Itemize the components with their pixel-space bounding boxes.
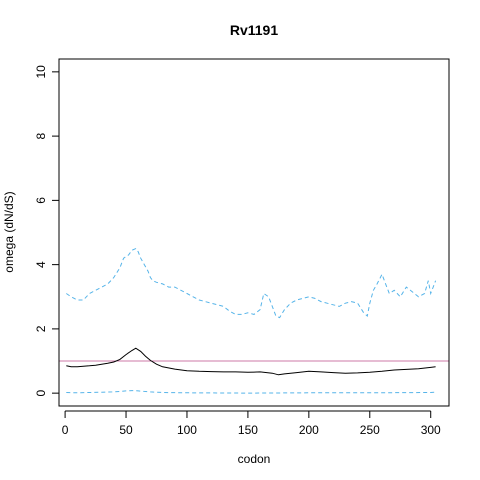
y-tick-label: 4 (34, 261, 48, 268)
x-axis: 0 50 100 150 200 250 300 (62, 410, 441, 437)
y-axis-label: omega (dN/dS) (2, 191, 16, 272)
x-tick-label: 50 (119, 423, 133, 437)
x-tick-label: 200 (299, 423, 319, 437)
y-tick-label: 2 (34, 325, 48, 332)
x-tick-label: 0 (62, 423, 69, 437)
x-tick-label: 100 (177, 423, 197, 437)
y-tick-label: 10 (34, 65, 48, 79)
x-tick-label: 250 (360, 423, 380, 437)
y-axis: 0 2 4 6 8 10 (34, 65, 60, 396)
series-line-1 (66, 247, 437, 319)
chart-title: Rv1191 (230, 22, 278, 38)
y-tick-label: 6 (34, 197, 48, 204)
plot-frame (58, 58, 450, 407)
plot-area (59, 247, 449, 394)
y-tick-label: 0 (34, 389, 48, 396)
x-axis-label: codon (238, 452, 271, 466)
series-line-2 (66, 347, 436, 376)
series-line-3 (66, 390, 436, 394)
y-tick-label: 8 (34, 132, 48, 139)
x-tick-label: 150 (238, 423, 258, 437)
x-tick-label: 300 (421, 423, 441, 437)
